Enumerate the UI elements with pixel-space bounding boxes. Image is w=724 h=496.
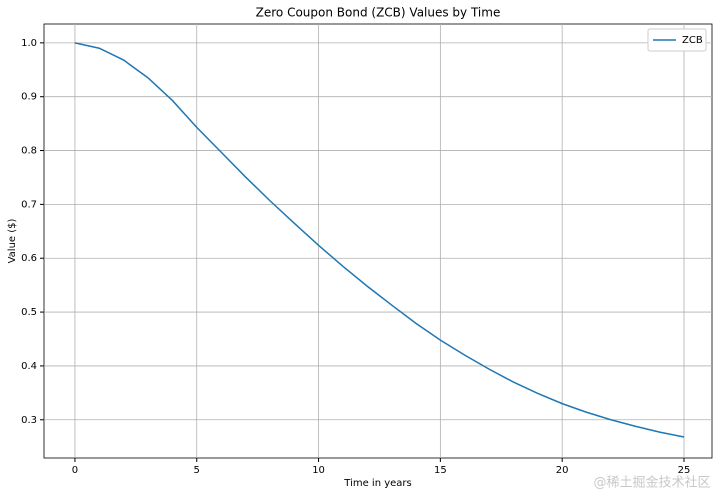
y-tick-label: 1.0 bbox=[21, 38, 37, 49]
x-tick-label: 5 bbox=[194, 465, 200, 476]
y-tick-label: 0.5 bbox=[21, 307, 37, 318]
watermark: @稀土掘金技术社区 bbox=[593, 475, 710, 491]
legend-label: ZCB bbox=[682, 35, 703, 46]
plot-frame bbox=[43, 23, 713, 459]
x-axis-label: Time in years bbox=[343, 478, 411, 489]
legend-box bbox=[647, 28, 707, 52]
y-tick-label: 0.4 bbox=[21, 361, 37, 372]
x-tick-label: 25 bbox=[678, 465, 691, 476]
y-tick-label: 0.6 bbox=[21, 253, 37, 264]
data-line bbox=[74, 42, 685, 438]
y-axis-label: Value ($) bbox=[7, 219, 18, 264]
x-tick-label: 10 bbox=[312, 465, 325, 476]
y-tick-label: 0.7 bbox=[21, 199, 37, 210]
x-tick-label: 15 bbox=[434, 465, 447, 476]
chart-title: Zero Coupon Bond (ZCB) Values by Time bbox=[256, 6, 501, 20]
y-tick-label: 0.9 bbox=[21, 92, 37, 103]
x-tick-label: 20 bbox=[556, 465, 569, 476]
y-tick-label: 0.8 bbox=[21, 146, 37, 157]
y-tick-label: 0.3 bbox=[21, 415, 37, 426]
x-tick-label: 0 bbox=[72, 465, 78, 476]
